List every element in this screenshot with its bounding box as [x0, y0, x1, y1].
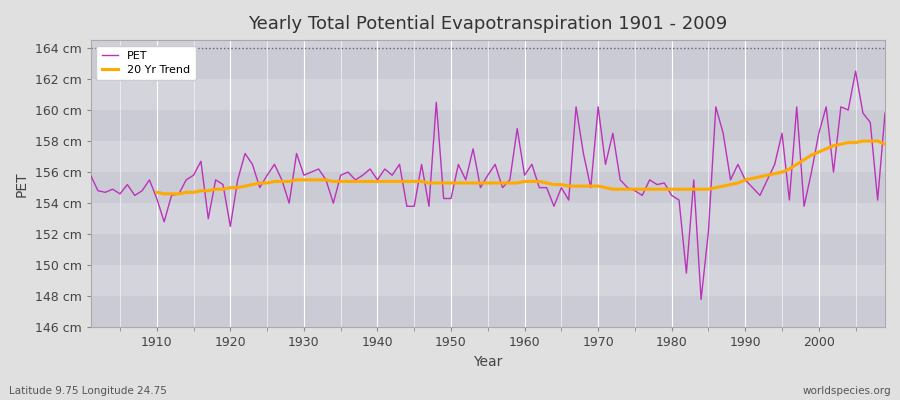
20 Yr Trend: [828, 143, 839, 148]
20 Yr Trend: [593, 184, 604, 188]
PET: [850, 69, 861, 74]
Bar: [91, 172, 885, 203]
Title: Yearly Total Potential Evapotranspiration 1901 - 2009: Yearly Total Potential Evapotranspiratio…: [248, 15, 727, 33]
PET: [306, 170, 317, 174]
PET: [86, 173, 96, 178]
PET: [350, 178, 361, 182]
20 Yr Trend: [328, 179, 338, 184]
PET: [519, 173, 530, 178]
Y-axis label: PET: PET: [15, 171, 29, 196]
20 Yr Trend: [534, 179, 544, 184]
PET: [608, 131, 618, 136]
PET: [512, 126, 523, 131]
20 Yr Trend: [850, 140, 861, 145]
Bar: [91, 48, 885, 79]
Bar: [91, 203, 885, 234]
Line: 20 Yr Trend: 20 Yr Trend: [157, 141, 885, 194]
Bar: [91, 110, 885, 141]
Legend: PET, 20 Yr Trend: PET, 20 Yr Trend: [96, 46, 196, 80]
Bar: [91, 265, 885, 296]
20 Yr Trend: [858, 139, 868, 144]
20 Yr Trend: [879, 142, 890, 146]
Bar: [91, 296, 885, 328]
Bar: [91, 141, 885, 172]
X-axis label: Year: Year: [473, 355, 502, 369]
Text: worldspecies.org: worldspecies.org: [803, 386, 891, 396]
Bar: [91, 79, 885, 110]
Bar: [91, 234, 885, 265]
Text: Latitude 9.75 Longitude 24.75: Latitude 9.75 Longitude 24.75: [9, 386, 166, 396]
PET: [144, 178, 155, 182]
20 Yr Trend: [158, 192, 169, 196]
20 Yr Trend: [299, 178, 310, 182]
Line: PET: PET: [91, 71, 885, 300]
PET: [696, 297, 706, 302]
PET: [879, 111, 890, 116]
20 Yr Trend: [151, 190, 162, 195]
